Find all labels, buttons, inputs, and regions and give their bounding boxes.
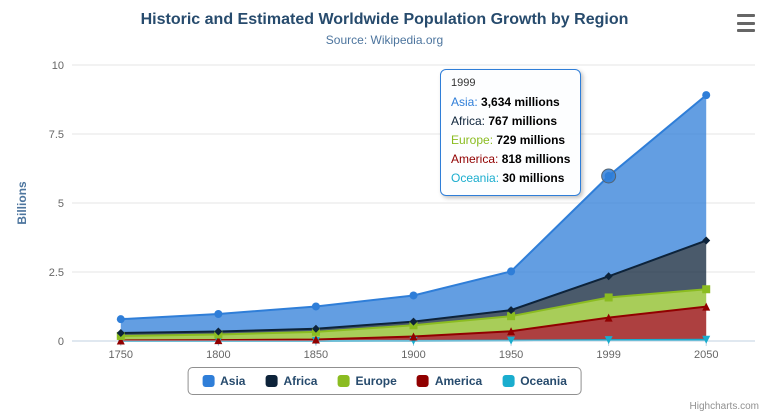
legend-label: America [434,374,483,388]
tooltip-series-name: America: [451,152,502,166]
marker-asia[interactable] [214,310,223,319]
legend-label: Oceania [520,374,567,388]
marker-america[interactable] [409,332,418,341]
legend-swatch [265,375,278,387]
y-axis-label: 5 [58,198,64,210]
tooltip-series-name: Europe: [451,133,497,147]
x-axis-label: 1950 [499,349,523,361]
marker-america[interactable] [604,313,613,322]
y-axis-label: 7.5 [49,129,64,141]
tooltip-series-value: 30 millions [502,171,565,185]
tooltip: 1999 Asia: 3,634 millions Africa: 767 mil… [440,69,582,196]
legend-swatch [502,375,515,387]
legend-label: Asia [220,374,246,388]
credits-link[interactable]: Highcharts.com [689,401,759,412]
tooltip-row-america: America: 818 millions [451,150,570,169]
menu-bar [737,29,755,32]
tooltip-row-europe: Europe: 729 millions [451,131,570,150]
marker-asia[interactable] [507,267,516,276]
hover-marker[interactable] [601,168,617,184]
marker-america[interactable] [214,336,223,345]
marker-africa[interactable] [409,317,418,326]
legend-swatch [337,375,350,387]
legend-item-asia[interactable]: Asia [202,374,245,388]
tooltip-series-value: 767 millions [488,114,558,128]
marker-africa[interactable] [702,236,711,245]
y-axis-label: 2.5 [49,267,64,279]
marker-africa[interactable] [311,324,320,333]
marker-africa[interactable] [604,272,613,281]
marker-oceania[interactable] [702,335,711,344]
x-axis-label: 1750 [109,349,133,361]
tooltip-series-name: Oceania: [451,171,503,185]
chart-subtitle: Source: Wikipedia.org [325,33,444,47]
marker-america[interactable] [116,336,125,345]
menu-bar [737,21,755,25]
legend-swatch [202,375,215,387]
marker-america[interactable] [311,335,320,344]
legend-item-africa[interactable]: Africa [265,374,317,388]
legend-item-oceania[interactable]: Oceania [502,374,567,388]
y-axis-label: 10 [52,60,64,72]
y-axis-label: 0 [58,336,64,348]
area-america[interactable] [120,306,707,341]
marker-asia[interactable] [116,315,125,324]
tooltip-series-name: Asia: [451,95,482,109]
marker-oceania[interactable] [604,336,613,345]
marker-asia[interactable] [702,91,711,100]
legend-label: Africa [283,374,318,388]
marker-america[interactable] [507,327,516,336]
tooltip-series-value: 3,634 millions [481,95,560,109]
area-africa[interactable] [120,240,707,336]
tooltip-series-value: 729 millions [496,133,566,147]
x-axis-label: 2050 [694,349,718,361]
x-axis-label: 1999 [596,349,620,361]
tooltip-row-asia: Asia: 3,634 millions [451,93,570,112]
legend-item-america[interactable]: America [416,374,483,388]
export-menu-icon[interactable] [737,13,757,33]
menu-bar [737,14,755,17]
marker-oceania[interactable] [507,336,516,345]
area-asia[interactable] [120,95,707,334]
x-axis-label: 1900 [401,349,425,361]
tooltip-header: 1999 [451,77,476,89]
x-axis-label: 1800 [206,349,230,361]
legend: Asia Africa Europe America Oceania [187,367,582,395]
tooltip-rows: Asia: 3,634 millions Africa: 767 millions… [451,93,570,188]
marker-europe[interactable] [702,285,711,294]
x-axis-label: 1850 [304,349,328,361]
marker-africa[interactable] [214,327,223,336]
marker-europe[interactable] [507,312,516,321]
marker-asia[interactable] [311,302,320,311]
tooltip-series-name: Africa: [451,114,489,128]
marker-america[interactable] [702,302,711,311]
marker-asia[interactable] [409,291,418,300]
chart-title: Historic and Estimated Worldwide Populat… [140,11,629,28]
tooltip-row-oceania: Oceania: 30 millions [451,169,570,188]
marker-europe[interactable] [604,293,613,302]
marker-africa[interactable] [116,329,125,338]
legend-swatch [416,375,429,387]
tooltip-series-value: 818 millions [501,152,571,166]
y-axis-title: Billions [15,181,29,225]
marker-africa[interactable] [507,306,516,315]
legend-label: Europe [355,374,397,388]
legend-item-europe[interactable]: Europe [337,374,397,388]
tooltip-row-africa: Africa: 767 millions [451,112,570,131]
